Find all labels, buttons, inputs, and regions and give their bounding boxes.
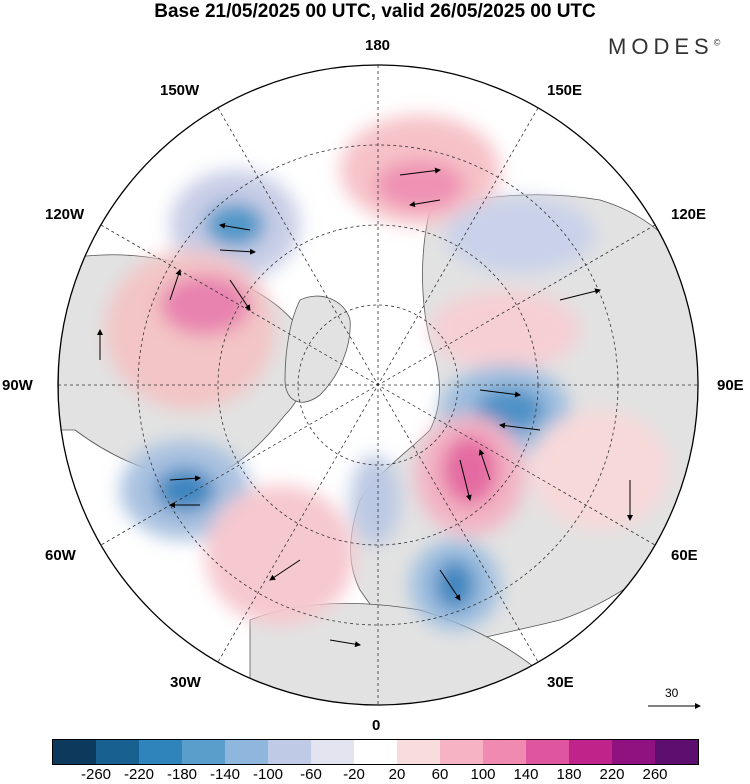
colorbar-tick-label: -20 [343,766,365,783]
map-disc [58,65,698,705]
lon-label-60w: 60W [45,547,76,564]
colorbar-tick-label: 20 [388,766,406,783]
colorbar-swatch [397,740,440,764]
wind-scale-label: 30 [665,686,679,700]
colorbar-tick-label: 220 [599,766,625,783]
lon-label-120w: 120W [45,206,85,223]
land-greenland [284,295,351,403]
colorbar-tick-label: 140 [513,766,539,783]
colorbar-swatch [53,740,96,764]
colorbar-tick-label: 260 [642,766,668,783]
anomaly-pos-russia [530,410,670,530]
colorbar-swatch [483,740,526,764]
map-title: Base 21/05/2025 00 UTC, valid 26/05/2025… [154,1,596,22]
colorbar-swatch [569,740,612,764]
anomaly-field [105,115,670,630]
colorbar-tick-label: -260 [80,766,112,783]
colorbar-swatch [440,740,483,764]
lon-label-60e: 60E [671,547,698,564]
colorbar-tick-label: -100 [252,766,284,783]
brand-mark: © [713,37,721,48]
colorbar-swatch [96,740,139,764]
lon-label-30w: 30W [170,674,201,691]
anomaly-neg-northsea [350,455,400,545]
graticule [58,65,698,705]
lon-label-0: 0 [372,717,381,734]
wind-vectors [97,167,633,648]
colorbar-tick-label: -180 [166,766,198,783]
colorbar-tick-label: -220 [123,766,155,783]
lon-label-90e: 90E [717,377,744,394]
anomaly-neg-siberia [445,197,595,273]
lon-label-150e: 150E [547,82,583,99]
lon-label-180: 180 [365,37,391,54]
colorbar-swatch [182,740,225,764]
modes-logo: MODES© [608,34,720,60]
anomaly-pos-arctic-russia [430,290,580,370]
colorbar-tick-label: 60 [431,766,449,783]
lon-label-120e: 120E [671,206,707,223]
brand-name: MODES [608,34,714,59]
colorbar-ticks: -260 -220 -180 -140 -100 -60 -20 20 60 100 140 180 2… [0,766,750,784]
colorbar-swatch [139,740,182,764]
colorbar-swatch [225,740,268,764]
colorbar-tick-label: 180 [556,766,582,783]
colorbar-tick-label: 100 [470,766,496,783]
colorbar-tick-label: -60 [300,766,322,783]
colorbar-swatch [655,740,698,764]
lon-label-90w: 90W [2,377,33,394]
colorbar-swatch [354,740,397,764]
colorbar-swatch [268,740,311,764]
lon-label-150w: 150W [160,82,200,99]
map-border [57,64,699,706]
colorbar-swatch [612,740,655,764]
colorbar-tick-label: -140 [209,766,241,783]
colorbar [52,739,699,765]
colorbar-swatch [526,740,569,764]
colorbar-swatch [311,740,354,764]
lon-label-30e: 30E [547,674,574,691]
